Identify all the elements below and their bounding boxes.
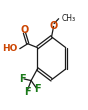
Text: O: O [50,21,58,31]
Text: F: F [19,74,26,84]
Text: O: O [20,25,29,35]
Text: CH₃: CH₃ [61,14,75,23]
Text: F: F [24,87,31,97]
Text: F: F [34,84,41,94]
Text: HO: HO [3,44,18,53]
